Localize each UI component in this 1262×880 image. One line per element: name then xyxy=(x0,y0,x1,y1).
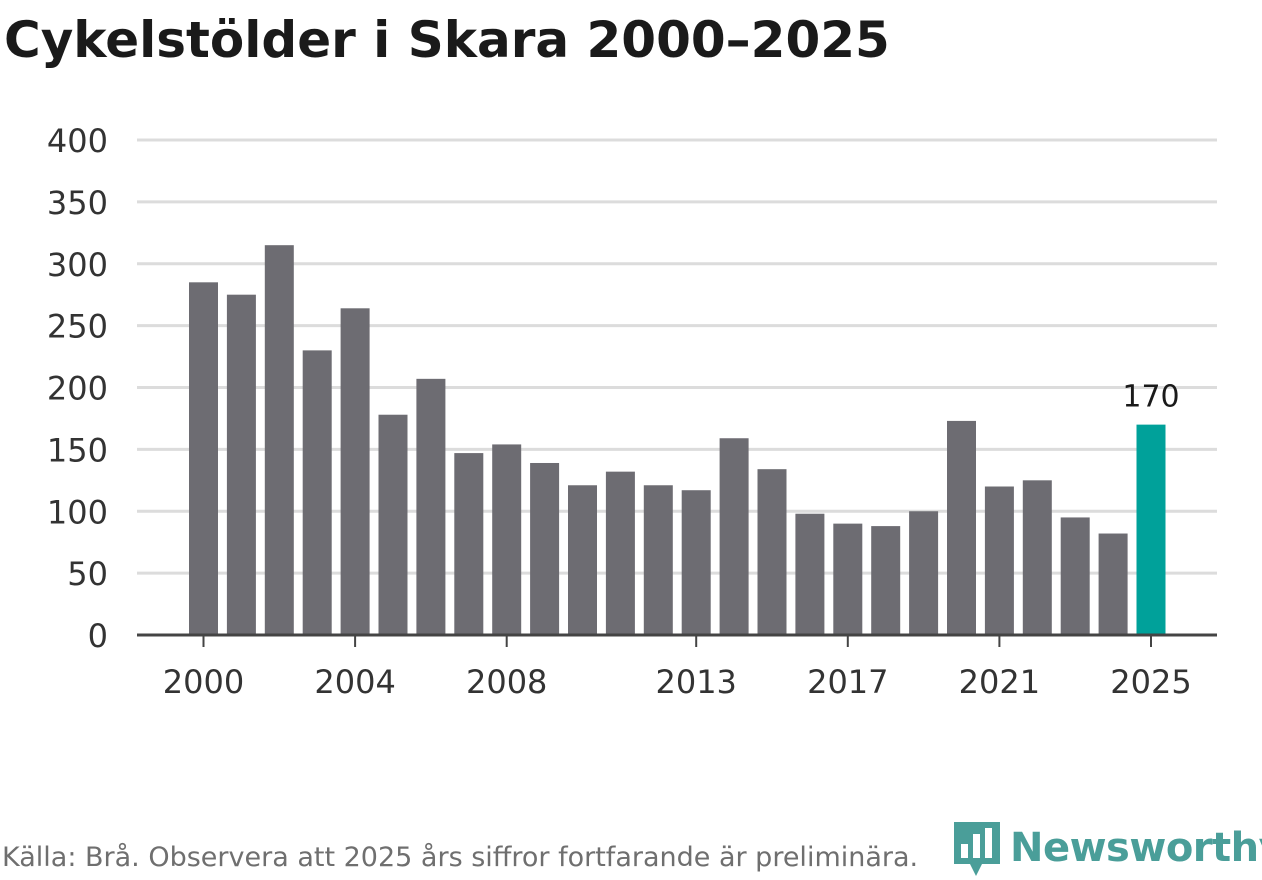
x-tick-label: 2013 xyxy=(655,663,736,701)
x-tick-label: 2017 xyxy=(807,663,888,701)
y-tick-label: 400 xyxy=(47,122,108,160)
bar-2018 xyxy=(871,526,901,635)
bar-2023 xyxy=(1060,517,1090,635)
x-tick-label: 2025 xyxy=(1110,663,1191,701)
bar-2007 xyxy=(454,453,484,635)
bar-2003 xyxy=(302,350,332,635)
x-tick-label: 2021 xyxy=(959,663,1040,701)
bar-2002 xyxy=(264,245,294,635)
labels: 0 50 100 150 200 250 300 350 400 2000 2004 2008 2013… xyxy=(47,122,1192,701)
bar-2009 xyxy=(530,462,560,635)
data-label-2025: 170 xyxy=(1122,380,1179,415)
bars xyxy=(189,245,1166,635)
bar-2008 xyxy=(492,444,522,635)
chart-title: Cykelstölder i Skara 2000–2025 xyxy=(4,11,890,69)
bar-2024 xyxy=(1098,533,1128,635)
newsworthy-logo-icon xyxy=(954,822,1000,876)
bar-2021 xyxy=(984,486,1014,635)
source-note: Källa: Brå. Observera att 2025 års siffr… xyxy=(2,842,919,873)
brand-name: Newsworthy xyxy=(1010,825,1262,871)
bar-2020 xyxy=(947,420,976,635)
bar-2014 xyxy=(719,438,749,635)
x-tick-label: 2004 xyxy=(314,663,395,701)
bar-2010 xyxy=(568,485,597,635)
bar-chart: 0 50 100 150 200 250 300 350 400 2000 2004 2008 2013… xyxy=(47,122,1217,701)
bar-2012 xyxy=(643,485,673,635)
bar-2016 xyxy=(795,513,825,635)
y-tick-label: 250 xyxy=(47,308,108,346)
bar-2006 xyxy=(416,378,446,635)
bar-2005 xyxy=(378,414,408,635)
bar-2000 xyxy=(189,282,218,635)
y-tick-label: 100 xyxy=(47,493,108,531)
y-tick-label: 200 xyxy=(47,370,108,408)
axes xyxy=(137,633,1217,647)
gridlines xyxy=(137,138,1217,575)
bar-2025 xyxy=(1136,424,1166,635)
bar-2019 xyxy=(909,511,939,635)
y-tick-label: 50 xyxy=(67,555,108,593)
bar-2013 xyxy=(681,490,711,635)
x-tick-label: 2000 xyxy=(163,663,244,701)
bar-2004 xyxy=(340,308,370,635)
brand-logo[interactable]: Newsworthy xyxy=(952,816,1262,880)
y-tick-label: 150 xyxy=(47,431,108,469)
x-tick-label: 2008 xyxy=(466,663,547,701)
bar-2001 xyxy=(226,294,256,635)
bar-2022 xyxy=(1022,480,1052,635)
bar-2015 xyxy=(757,469,787,635)
y-tick-label: 300 xyxy=(47,246,108,284)
y-tick-label: 0 xyxy=(88,617,108,655)
bar-2017 xyxy=(833,523,863,635)
y-tick-label: 350 xyxy=(47,184,108,222)
bar-2011 xyxy=(605,471,635,635)
